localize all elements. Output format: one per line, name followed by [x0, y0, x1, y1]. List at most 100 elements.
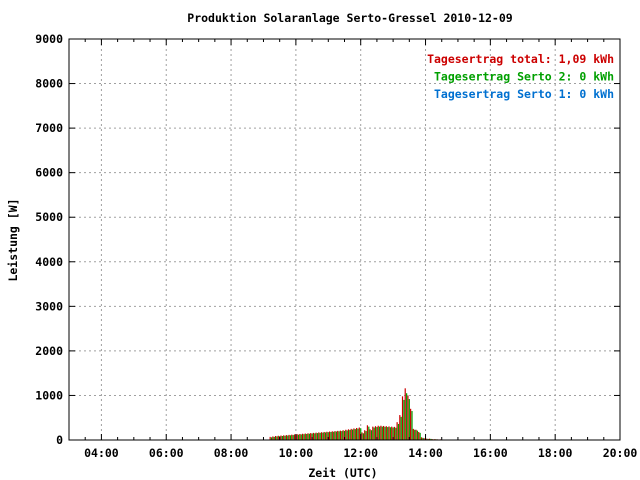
- chart-title: Produktion Solaranlage Serto-Gressel 201…: [187, 11, 512, 25]
- bar-total: [423, 438, 425, 440]
- bar-total: [320, 432, 323, 440]
- y-tick-label: 3000: [35, 299, 63, 313]
- x-tick-label: 14:00: [408, 446, 443, 460]
- bar-total: [366, 425, 369, 440]
- bar-total: [388, 426, 390, 440]
- bar-total: [407, 395, 409, 440]
- bar-total: [399, 415, 401, 440]
- bar-serto-2: [422, 437, 424, 440]
- bar-total: [310, 433, 312, 440]
- bar-serto-2: [297, 434, 300, 440]
- bar-serto-2: [324, 432, 327, 440]
- bar-total: [369, 429, 371, 440]
- bar-total: [291, 434, 293, 440]
- legend: Tagesertrag total: 1,09 kWh Tagesertrag S…: [427, 52, 614, 101]
- bar-total: [296, 434, 298, 440]
- bar-serto-2: [306, 433, 308, 440]
- bar-serto-2: [387, 427, 389, 440]
- bar-total: [334, 431, 336, 440]
- bar-serto-2: [292, 435, 294, 440]
- bar-serto-2: [397, 423, 400, 440]
- x-tick-label: 10:00: [279, 446, 314, 460]
- x-tick-label: 04:00: [84, 446, 119, 460]
- bar-serto-2: [314, 433, 316, 440]
- bar-serto-2: [403, 399, 405, 440]
- bar-serto-2: [281, 435, 283, 440]
- bar-serto-2: [273, 436, 275, 440]
- bar-serto-2: [276, 436, 278, 440]
- bar-serto-2: [373, 427, 375, 440]
- bar-total: [426, 438, 428, 440]
- bar-total: [420, 437, 423, 440]
- bar-serto-2: [395, 427, 397, 440]
- bar-total: [299, 433, 301, 440]
- y-tick-label: 6000: [35, 166, 63, 180]
- bar-serto-2: [270, 437, 273, 440]
- x-tick-labels: 04:00 06:00 08:00 10:00 12:00 14:00 16:00 18:00…: [84, 446, 637, 460]
- bar-serto-2: [335, 431, 337, 440]
- bar-serto-2: [287, 435, 289, 440]
- bar-total: [288, 434, 290, 440]
- bar-total: [342, 430, 344, 440]
- x-tick-label: 08:00: [214, 446, 249, 460]
- bar-total: [404, 388, 406, 440]
- bar-serto-2: [333, 431, 335, 440]
- gridlines: [69, 39, 620, 440]
- legend-entry: Tagesertrag total: 1,09 kWh: [427, 52, 614, 66]
- bar-total: [385, 426, 387, 440]
- bar-total: [323, 431, 325, 440]
- bar-serto-2: [308, 433, 310, 440]
- legend-entry: Tagesertrag Serto 1: 0 kWh: [434, 87, 614, 101]
- bar-total: [345, 429, 347, 440]
- y-tick-label: 9000: [35, 32, 63, 46]
- bar-serto-2: [338, 431, 340, 440]
- bar-serto-2: [284, 435, 286, 440]
- bar-total: [315, 432, 317, 440]
- x-tick-label: 20:00: [603, 446, 638, 460]
- x-tick-label: 12:00: [343, 446, 378, 460]
- bar-total: [415, 429, 417, 440]
- bar-serto-2: [327, 432, 329, 440]
- bar-serto-2: [300, 434, 302, 440]
- bar-serto-2: [319, 432, 321, 440]
- x-tick-label: 16:00: [473, 446, 508, 460]
- bar-total: [356, 427, 358, 440]
- bar-total: [277, 435, 279, 440]
- bar-serto-2: [414, 429, 416, 440]
- bar-total: [353, 428, 355, 440]
- y-tick-label: 1000: [35, 388, 63, 402]
- bar-serto-2: [352, 429, 354, 440]
- y-tick-labels: 0 1000 2000 3000 4000 5000 6000 7000 8000 9000: [35, 32, 63, 447]
- bar-total: [401, 396, 404, 440]
- bar-total: [347, 429, 350, 440]
- bar-serto-2: [408, 399, 410, 440]
- bar-total: [318, 432, 320, 440]
- bar-serto-2: [349, 429, 351, 440]
- bar-serto-2: [341, 431, 343, 440]
- bar-serto-2: [311, 433, 313, 440]
- bar-total: [329, 431, 331, 440]
- bar-total: [280, 435, 282, 440]
- bar-serto-2: [400, 416, 402, 440]
- x-tick-label: 06:00: [149, 446, 184, 460]
- bar-total: [374, 426, 377, 440]
- bar-serto-2: [303, 434, 305, 440]
- bar-serto-2: [406, 393, 408, 440]
- bar-total: [380, 425, 382, 440]
- bar-serto-2: [389, 427, 392, 440]
- bar-total: [377, 425, 379, 440]
- bar-serto-2: [346, 430, 348, 440]
- y-tick-label: 0: [56, 433, 63, 447]
- bar-total: [372, 426, 374, 440]
- y-tick-label: 7000: [35, 121, 63, 135]
- bar-total: [272, 436, 274, 440]
- bar-serto-2: [427, 438, 429, 440]
- legend-entry: Tagesertrag Serto 2: 0 kWh: [434, 70, 614, 84]
- bar-serto-2: [411, 411, 413, 440]
- bar-total: [383, 425, 385, 440]
- bar-total: [428, 438, 431, 440]
- y-tick-label: 5000: [35, 210, 63, 224]
- bar-serto-2: [376, 427, 378, 440]
- bar-serto-2: [379, 426, 381, 440]
